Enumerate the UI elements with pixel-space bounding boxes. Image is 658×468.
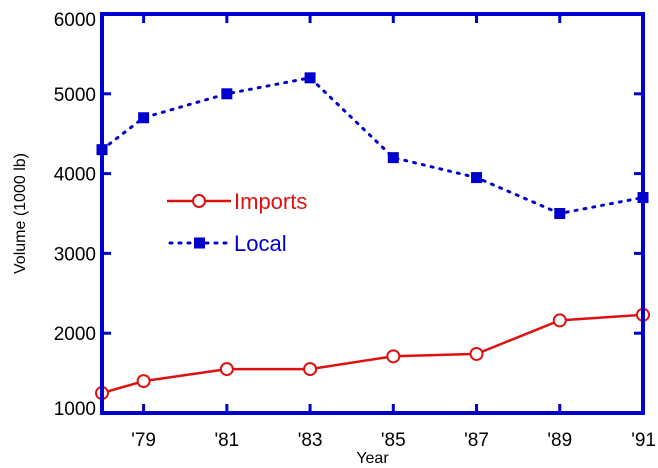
- x-tick-label: '79: [131, 430, 156, 451]
- y-tick-label: 5000: [54, 85, 96, 106]
- y-tick-label: 1000: [54, 399, 96, 420]
- series-imports-point: [303, 362, 318, 377]
- series-local-point: [471, 172, 483, 184]
- legend-entry-imports: Imports: [167, 189, 307, 214]
- series-layer: [95, 72, 650, 401]
- y-tick-label: 6000: [54, 10, 96, 31]
- series-imports-point: [386, 349, 401, 364]
- series-imports-point: [469, 346, 484, 361]
- legend-local-label: Local: [234, 231, 287, 256]
- y-tick-label: 2000: [54, 324, 96, 345]
- x-axis-title: Year: [356, 450, 389, 467]
- y-axis-title: Volume (1000 lb): [12, 153, 29, 274]
- tick-labels: 1000 2000 3000 4000 5000 6000 '79 '81 '83 '85 '87 '…: [54, 10, 656, 451]
- x-tick-label: '85: [381, 430, 406, 451]
- series-imports-point: [136, 374, 151, 389]
- series-local-point: [387, 152, 399, 164]
- plot-frame: [100, 12, 645, 415]
- legend-local-marker: [194, 237, 205, 249]
- series-imports-point: [552, 313, 567, 328]
- series-local-point: [138, 112, 150, 124]
- series-imports-line: [101, 313, 644, 395]
- x-tick-label: '83: [298, 430, 323, 451]
- series-imports: [95, 307, 650, 401]
- series-local-line: [100, 76, 645, 216]
- y-tick-label: 3000: [54, 244, 96, 265]
- series-local: [96, 72, 649, 219]
- legend: Imports Local: [167, 189, 307, 256]
- x-tick-label: '91: [631, 430, 656, 451]
- series-local-point: [221, 88, 233, 100]
- x-tick-label: '87: [464, 430, 489, 451]
- legend-imports-label: Imports: [234, 189, 307, 214]
- x-tick-label: '81: [214, 430, 239, 451]
- series-local-point: [304, 72, 316, 84]
- legend-imports-marker: [192, 194, 206, 208]
- y-tick-label: 4000: [54, 165, 96, 186]
- series-local-point: [554, 208, 566, 219]
- series-imports-point: [219, 362, 234, 377]
- legend-entry-local: Local: [168, 231, 287, 256]
- x-tick-label: '89: [547, 430, 572, 451]
